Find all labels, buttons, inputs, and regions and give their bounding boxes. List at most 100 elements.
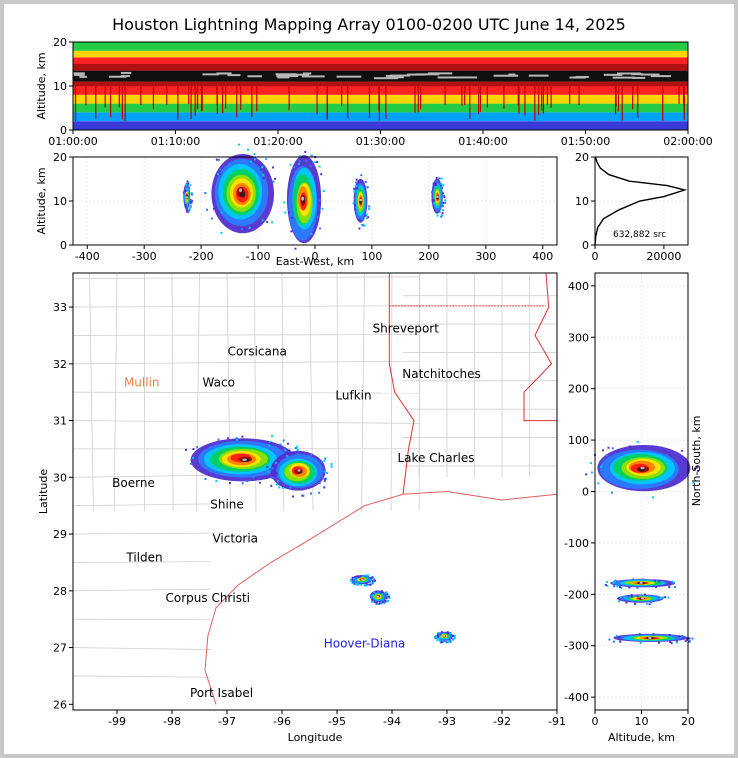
- histogram-x-tick-label: 0: [592, 250, 599, 263]
- ew-cluster-0-fringe-dot: [217, 158, 220, 161]
- ew-cluster-4-fringe-dot: [186, 209, 189, 212]
- county-line: [72, 532, 211, 535]
- ns-cluster-1-fringe-dot: [604, 583, 607, 586]
- ew-cluster-0-fringe-dot: [263, 177, 266, 180]
- ew-cluster-4-fringe-dot: [190, 199, 193, 202]
- ew-cluster-1-fringe-dot: [319, 227, 322, 230]
- ew-cluster-4-fringe-dot: [184, 189, 187, 192]
- ew-cluster-4-fringe-dot: [186, 210, 189, 213]
- ew-cluster-3-fringe-dot: [442, 209, 445, 212]
- map-cluster-0-fringe-dot: [270, 441, 273, 444]
- map-cluster-2-fringe-dot: [356, 582, 359, 585]
- ns-cluster-1-fringe-dot: [613, 580, 616, 583]
- map-cluster-4-fringe-dot: [446, 631, 449, 634]
- county-line: [72, 561, 211, 563]
- ns-cluster-0-fringe-dot: [697, 469, 700, 472]
- map-cluster-2-fringe-dot: [364, 584, 367, 587]
- ns-cluster-1-fringe-dot: [612, 581, 615, 584]
- ns-cluster-3-fringe-dot: [608, 638, 611, 641]
- ew-cluster-0-fringe-dot: [265, 158, 268, 161]
- map-cluster-0-fringe-dot: [241, 435, 244, 438]
- time-altitude-core-streak: [528, 74, 549, 77]
- map-cluster-4-fringe-dot: [443, 639, 446, 642]
- map-cluster-1-fringe-dot: [323, 486, 326, 489]
- time-altitude-core-streak: [276, 75, 299, 78]
- ew-cluster-2-fringe-dot: [368, 205, 371, 208]
- ew-cluster-3-fringe-dot: [441, 212, 444, 215]
- time-altitude-core-streak: [227, 74, 241, 77]
- city-label: Tilden: [125, 550, 162, 564]
- ns-cluster-2-fringe-dot: [644, 593, 647, 596]
- map-cluster-0-fringe-dot: [235, 437, 238, 440]
- ew-cluster-4-fringe-dot: [189, 184, 192, 187]
- ew-cluster-3-fringe-dot: [441, 192, 444, 195]
- county-line: [361, 272, 365, 512]
- ns-cluster-0-fringe-dot: [597, 482, 600, 485]
- ns-cluster-2-fringe-dot: [623, 596, 626, 599]
- ew-cluster-0-fringe-dot: [249, 160, 252, 163]
- time-altitude-ylabel: Altitude, km: [35, 52, 48, 119]
- ew-cluster-0-fringe-dot: [266, 220, 269, 223]
- ew-cluster-2-fringe-dot: [355, 178, 358, 181]
- city-label: Shreveport: [373, 322, 440, 336]
- north-south-y-tick-label: 0: [582, 486, 589, 499]
- map-cluster-1-fringe-dot: [313, 458, 316, 461]
- latitude-tick-label: 31: [53, 415, 67, 428]
- longitude-tick-label: -96: [273, 715, 291, 728]
- ew-cluster-1-fringe-dot: [310, 233, 313, 236]
- map-cluster-3-fringe-dot: [386, 592, 389, 595]
- city-label: Boerne: [112, 476, 155, 490]
- map-cluster-1-fringe-dot: [293, 451, 296, 454]
- ns-cluster-1-fringe-dot: [632, 578, 635, 581]
- map-cluster-4-fringe-dot: [449, 640, 452, 643]
- map-cluster-2-fringe-dot: [352, 579, 355, 582]
- time-altitude-core-streak: [428, 72, 453, 75]
- ns-cluster-2-fringe-dot: [654, 595, 657, 598]
- map-cluster-4-fringe-dot: [447, 641, 450, 644]
- map-cluster-2-fringe-dot: [369, 578, 372, 581]
- ns-cluster-1-fringe-dot: [671, 580, 674, 583]
- map-cluster-3-fringe-dot: [381, 591, 384, 594]
- map-cluster-0-fringe-dot: [192, 448, 195, 451]
- map-cluster-1-fringe-dot: [325, 472, 328, 475]
- map-cluster-4-fringe-dot: [445, 641, 448, 644]
- time-altitude-core-streak: [73, 72, 85, 75]
- map-cluster-3-fringe-dot: [383, 601, 386, 604]
- time-altitude-core-streak: [247, 75, 262, 78]
- latitude-tick-label: 29: [53, 528, 67, 541]
- ns-cluster-1-fringe-dot: [606, 584, 609, 587]
- ew-cluster-3-fringe-dot: [444, 199, 447, 202]
- ew-cluster-3-fringe-dot: [440, 177, 443, 180]
- ns-xlabel: Altitude, km: [608, 731, 675, 744]
- east-west-x-tick-label: -400: [75, 250, 100, 263]
- east-west-x-tick-label: 0: [312, 250, 319, 263]
- map-cluster-1-fringe-dot: [272, 471, 275, 474]
- ew-cluster-1-fringe-dot: [318, 199, 321, 202]
- ew-cluster-4-fringe-dot: [184, 205, 187, 208]
- ns-cluster-0-fringe-dot: [585, 473, 588, 476]
- ew-cluster-2-fringe-dot: [365, 213, 368, 216]
- ns-cluster-1-fringe-dot: [654, 579, 657, 582]
- ns-cluster-0-fringe-dot: [611, 447, 614, 450]
- map-cluster-2-fringe-dot: [369, 583, 372, 586]
- map-xlabel: Longitude: [288, 731, 343, 744]
- map-cluster-1-fringe-dot: [266, 466, 269, 469]
- longitude-tick-label: -93: [438, 715, 456, 728]
- ns-cluster-2-fringe-dot: [631, 595, 634, 598]
- map-cluster-0-fringe-dot: [269, 441, 272, 444]
- ew-cluster-3-fringe-dot: [434, 183, 437, 186]
- east-west-x-tick-label: -300: [132, 250, 157, 263]
- latitude-tick-label: 26: [53, 698, 67, 711]
- county-line: [72, 675, 211, 678]
- ew-cluster-0-fringe-dot: [220, 231, 223, 234]
- ew-cluster-2-fringe-dot: [353, 190, 356, 193]
- ew-cluster-2-fringe-dot: [355, 207, 358, 210]
- latitude-tick-label: 28: [53, 585, 67, 598]
- ew-cluster-2-fringe-dot: [364, 214, 367, 217]
- ew-cluster-1-fringe-dot: [318, 211, 321, 214]
- map-cluster-2-fringe-dot: [353, 582, 356, 585]
- ew-cluster-0-fringe-dot: [216, 173, 219, 176]
- county-line: [72, 503, 211, 507]
- time-altitude-core-streak: [650, 75, 672, 78]
- map-frame: [72, 272, 558, 711]
